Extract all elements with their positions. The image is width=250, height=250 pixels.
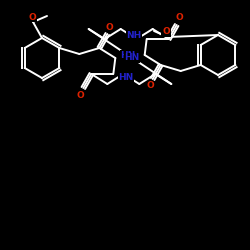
Text: HN: HN bbox=[118, 74, 134, 82]
Text: HN: HN bbox=[120, 50, 136, 59]
Text: O: O bbox=[176, 14, 184, 22]
Text: NH: NH bbox=[126, 30, 142, 40]
Text: O: O bbox=[76, 90, 84, 100]
Text: O: O bbox=[162, 28, 170, 36]
Text: HN: HN bbox=[124, 54, 140, 62]
Text: O: O bbox=[28, 12, 36, 22]
Text: O: O bbox=[106, 22, 113, 32]
Text: O: O bbox=[147, 82, 154, 90]
